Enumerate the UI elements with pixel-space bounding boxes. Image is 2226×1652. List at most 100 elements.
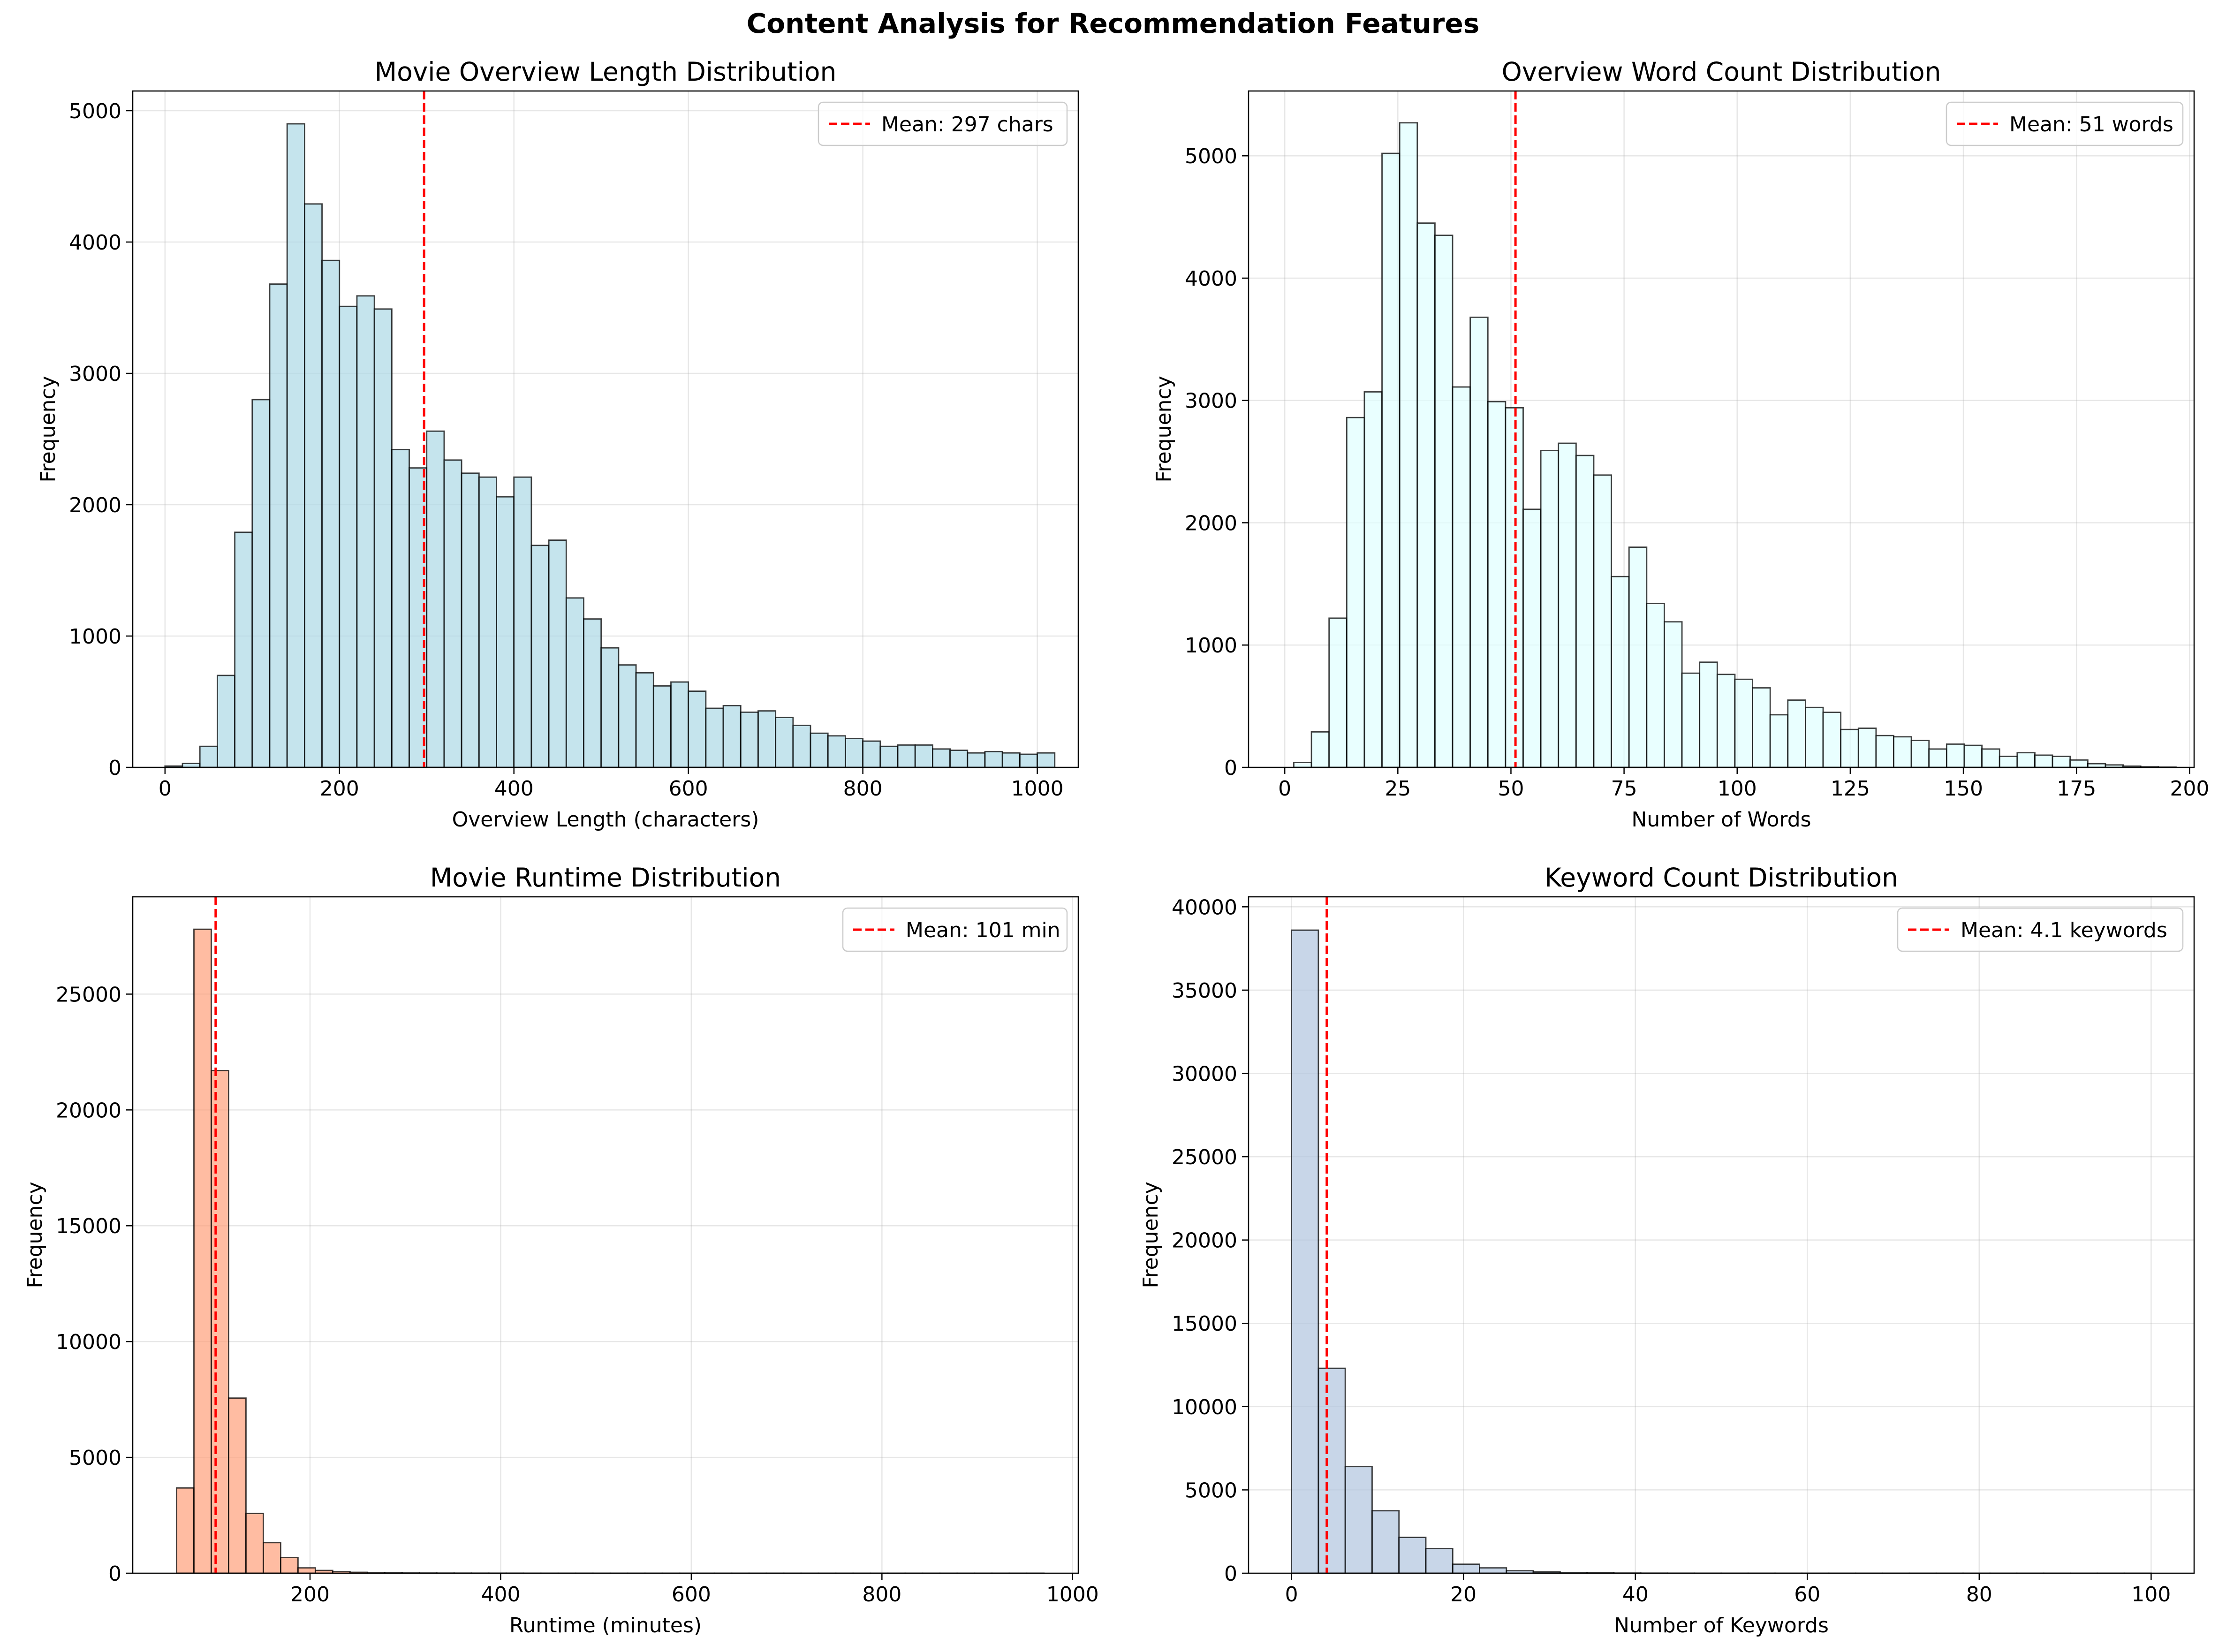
histogram-bar [1734, 678, 1753, 768]
chart-title: Keyword Count Distribution [1545, 863, 1898, 893]
histogram-bar [1522, 508, 1542, 768]
histogram-bar [391, 449, 410, 768]
histogram-bar [845, 738, 864, 768]
histogram-bar [1344, 1466, 1373, 1574]
y-tick-label: 0 [1224, 756, 1237, 780]
x-tick-label: 60 [1794, 1583, 1820, 1607]
histogram-bar [182, 763, 201, 768]
y-tick-label: 0 [108, 756, 121, 780]
x-tick-label: 0 [1278, 777, 1291, 801]
chart-title: Overview Word Count Distribution [1502, 57, 1941, 87]
y-tick-label: 20000 [56, 1099, 121, 1122]
chart-panel-1: 0 200 400 600 800 1000 0 1000 2000 3000 4000 5000 Mo… [36, 57, 1079, 832]
histogram-bar [1371, 1510, 1400, 1574]
histogram-bar [1875, 735, 1894, 768]
histogram-bar [2052, 756, 2071, 768]
histogram-bar [228, 1397, 247, 1574]
histogram-bar [478, 476, 497, 768]
y-tick-label: 5000 [69, 1446, 121, 1470]
x-tick-label: 25 [1385, 777, 1411, 801]
histogram-bar [862, 740, 881, 768]
histogram-bar [1593, 474, 1613, 768]
legend-box [1897, 907, 2184, 952]
histogram-bar [670, 681, 689, 768]
histogram-bar [949, 750, 969, 768]
histogram-bar [1575, 455, 1595, 768]
legend-mean-label: Mean: 51 words [2009, 113, 2173, 136]
histogram-bar [245, 1513, 264, 1574]
histogram-bar [356, 295, 375, 768]
x-tick-label: 800 [843, 777, 883, 801]
histogram-bar [1452, 1563, 1480, 1574]
y-axis-label: Frequency [1139, 1182, 1163, 1288]
histogram-bar [1664, 621, 1683, 768]
x-tick-label: 175 [2057, 777, 2096, 801]
y-tick-label: 3000 [1185, 389, 1237, 413]
y-axis-label: Frequency [23, 1182, 47, 1288]
chart-panel-4: 0 20 40 60 80 100 0 5000 10000 15000 20000 25000 300… [1139, 863, 2195, 1637]
histogram-bar [618, 664, 637, 768]
histogram-bar [1910, 740, 1930, 768]
legend-mean-label: Mean: 297 chars [881, 113, 1053, 136]
histogram-bar [914, 744, 933, 768]
x-tick-label: 600 [672, 1583, 711, 1607]
x-tick-label: 1000 [1046, 1583, 1099, 1607]
histogram-bar [635, 672, 654, 768]
histogram-bar [740, 712, 759, 768]
y-tick-label: 15000 [56, 1214, 121, 1238]
chart-title: Movie Overview Length Distribution [375, 57, 837, 87]
histogram-bar [1469, 317, 1489, 768]
histogram-bar [827, 735, 846, 768]
x-tick-label: 0 [159, 777, 172, 801]
histogram-bar [1946, 743, 1965, 768]
histogram-bar [565, 597, 584, 768]
histogram-bar [280, 1557, 299, 1574]
y-tick-label: 15000 [1172, 1312, 1237, 1336]
histogram-bar [1416, 222, 1436, 768]
x-tick-label: 125 [1831, 777, 1870, 801]
histogram-bar [1398, 1537, 1427, 1574]
histogram-bar [1434, 235, 1454, 768]
y-tick-label: 5000 [69, 99, 121, 123]
histogram-bar [1399, 122, 1418, 768]
histogram-bar [1317, 1367, 1346, 1574]
histogram-bar [1558, 442, 1577, 768]
y-axis-label: Frequency [36, 376, 60, 482]
histogram-bar [263, 1542, 281, 1574]
histogram-bar [176, 1487, 195, 1574]
histogram-bar [1928, 748, 1947, 768]
y-tick-label: 2000 [69, 493, 121, 517]
histogram-bar [1805, 706, 1824, 768]
histogram-bar [1037, 752, 1056, 768]
legend-box [842, 907, 1068, 952]
y-tick-label: 5000 [1185, 1478, 1237, 1502]
histogram-bar [286, 123, 305, 768]
histogram-bar [600, 647, 620, 768]
y-tick-label: 25000 [56, 983, 121, 1007]
histogram-bar [757, 710, 777, 768]
x-tick-label: 20 [1450, 1583, 1476, 1607]
y-tick-label: 5000 [1185, 144, 1237, 168]
histogram-bar [967, 752, 986, 768]
histogram-bar [1681, 672, 1701, 768]
histogram-bar [211, 1069, 229, 1574]
x-tick-label: 80 [1966, 1583, 1992, 1607]
histogram-bar [1381, 152, 1401, 768]
histogram-bar [1487, 401, 1507, 768]
y-tick-label: 10000 [56, 1330, 121, 1354]
y-tick-label: 0 [108, 1562, 121, 1586]
histogram-bar [1425, 1548, 1454, 1574]
x-tick-label: 40 [1622, 1583, 1649, 1607]
histogram-bar [722, 705, 742, 768]
chart-panel-3: 200 400 600 800 1000050001000015000200002500… [23, 863, 1099, 1637]
x-tick-label: 400 [494, 777, 534, 801]
histogram-bar [897, 744, 916, 768]
axes-frame [1248, 896, 2195, 1574]
x-axis-label: Number of Words [1631, 808, 1811, 832]
histogram-bar [1291, 929, 1319, 1574]
x-tick-label: 50 [1498, 777, 1524, 801]
x-axis-label: Runtime (minutes) [509, 1614, 702, 1637]
x-axis-label: Number of Keywords [1614, 1614, 1829, 1637]
histogram-bar [1540, 450, 1560, 768]
